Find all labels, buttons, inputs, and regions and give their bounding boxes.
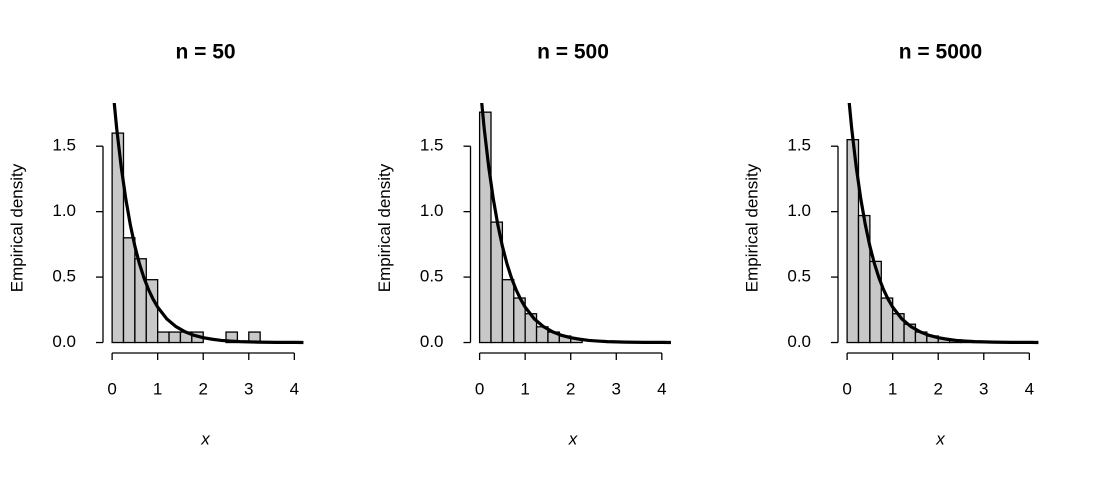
bar: [122, 237, 136, 344]
x-axis-label: x: [935, 429, 945, 448]
density-curve: [112, 103, 304, 345]
panel-title: n = 50: [175, 41, 235, 64]
x-tick-label: 4: [290, 379, 299, 398]
panel: n = 50 x Empirical density 0.0 0.5 1.0 1.5 0 1 2 3…: [7, 41, 304, 448]
x-axis-label: x: [568, 429, 578, 448]
y-tick-label: 1.5: [787, 136, 811, 155]
y-axis-label: Empirical density: [375, 163, 394, 292]
x-tick-label: 1: [888, 379, 897, 398]
x-tick-label: 0: [475, 379, 484, 398]
panel-title: n = 5000: [899, 41, 982, 64]
y-tick-label: 0.0: [787, 332, 811, 351]
bar: [501, 279, 515, 344]
y-axis-label: Empirical density: [742, 163, 761, 292]
density-curve: [480, 103, 671, 345]
panel-title: n = 500: [537, 41, 609, 64]
bar: [157, 331, 170, 344]
x-tick-label: 4: [1025, 379, 1034, 398]
x-tick-label: 3: [612, 379, 621, 398]
x-tick-label: 3: [979, 379, 988, 398]
x-tick-label: 2: [198, 379, 207, 398]
y-tick-label: 0.5: [420, 267, 444, 286]
bar: [168, 331, 182, 344]
panel: n = 5000 x Empirical density 0.0 0.5 1.0 1.5 0 1…: [742, 41, 1039, 448]
y-tick-label: 1.0: [420, 201, 444, 220]
bar: [145, 279, 159, 344]
x-tick-label: 2: [566, 379, 575, 398]
y-tick-label: 0.5: [52, 267, 76, 286]
x-tick-label: 0: [107, 379, 116, 398]
panel: n = 500 x Empirical density 0.0 0.5 1.0 1.5 0 1 2…: [375, 41, 671, 448]
x-tick-label: 1: [520, 379, 529, 398]
y-tick-label: 0.5: [787, 267, 811, 286]
y-tick-label: 1.5: [420, 136, 444, 155]
y-tick-label: 1.5: [52, 136, 76, 155]
x-tick-label: 0: [842, 379, 851, 398]
y-axis-label: Empirical density: [7, 163, 26, 292]
y-tick-label: 1.0: [52, 201, 76, 220]
x-tick-label: 3: [244, 379, 253, 398]
density-curve: [847, 103, 1039, 345]
y-tick-label: 1.0: [787, 201, 811, 220]
x-tick-label: 1: [153, 379, 162, 398]
y-tick-label: 0.0: [420, 332, 444, 351]
bar: [869, 260, 882, 344]
x-tick-label: 4: [657, 379, 666, 398]
y-tick-label: 0.0: [52, 332, 76, 351]
x-tick-label: 2: [933, 379, 942, 398]
x-axis-label: x: [200, 429, 210, 448]
